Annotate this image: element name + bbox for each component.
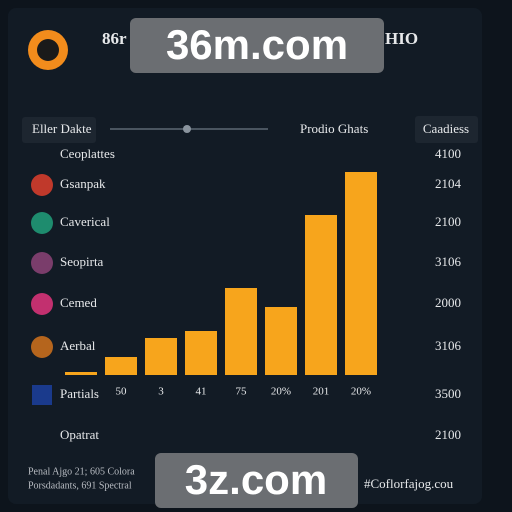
button-label[interactable]: Caadiess [423,121,469,136]
list-value: 3106 [435,338,462,353]
panel [8,8,482,504]
list-label: Gsanpak [60,176,106,191]
icon [31,252,53,274]
app-title: 86r [102,29,127,48]
list-value: 3106 [435,254,462,269]
logo-inner [37,39,59,61]
list-label: Cemed [60,295,97,310]
bar-label: 41 [196,386,207,398]
bar-label: 75 [236,386,248,398]
icon [31,212,53,234]
list-value: 3500 [435,386,461,401]
bar [185,331,217,375]
footer-link[interactable]: #Coflorfajog.cou [364,476,454,491]
list-label: Caverical [60,214,110,229]
bar [265,307,297,375]
icon [32,385,52,405]
bar [345,172,377,375]
bar-label: 20% [271,386,291,398]
filter-box[interactable] [22,117,96,143]
bar [105,357,137,375]
icon [31,336,53,358]
bar-label: 50 [116,386,128,398]
watermark-box [130,18,384,73]
list-label: Partials [60,386,99,401]
bar-label: 201 [313,386,330,398]
watermark: 3z.com [185,456,327,503]
list-label: Seopirta [60,254,104,269]
app-title-suffix: HIO [385,29,418,48]
bar [225,288,257,375]
bar [65,372,97,375]
bar-label: 20% [351,386,371,398]
bar-label: 3 [158,386,164,398]
watermark-box [155,453,358,508]
footer-line: Porsdadants, 691 Spectral [28,480,132,491]
watermark: 36m.com [166,21,348,68]
list-label: Opatrat [60,427,99,442]
icons [31,174,53,405]
list-value: 2104 [435,176,462,191]
bar [145,338,177,375]
list-value: 2100 [435,427,461,442]
icon [31,293,53,315]
footer-line: Penal Ajgo 21; 605 Colora [28,466,135,477]
list-label: Aerbal [60,338,96,353]
filter-label[interactable]: Eller Dakte [32,121,92,136]
list-value: 4100 [435,146,461,161]
button[interactable] [415,116,478,143]
list-value: 2100 [435,214,461,229]
list-value: 2000 [435,295,461,310]
list-label: Ceoplattes [60,146,115,161]
icon [31,174,53,196]
slider-knob[interactable] [183,125,191,133]
bar [305,215,337,375]
chart-title: Prodio Ghats [300,121,368,136]
